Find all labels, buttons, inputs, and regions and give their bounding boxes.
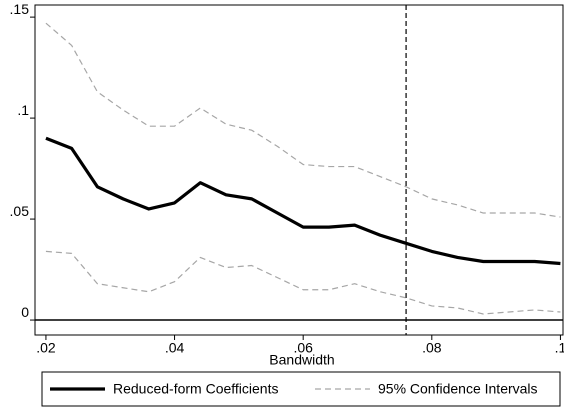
x-tick-label: .04	[165, 340, 185, 356]
x-axis-title: Bandwidth	[269, 352, 334, 368]
legend-label: Reduced-form Coefficients	[113, 381, 278, 397]
series-line	[45, 22, 561, 218]
y-tick-label: .1	[17, 102, 29, 118]
legend-label: 95% Confidence Intervals	[378, 381, 538, 397]
y-tick-label: .15	[10, 1, 30, 17]
series-line	[45, 136, 561, 266]
series-line	[45, 250, 561, 315]
y-tick-label: .05	[10, 203, 30, 219]
x-tick-label: .06	[293, 340, 313, 356]
x-tick-label: .1	[555, 340, 564, 356]
y-tick-label: 0	[21, 304, 29, 320]
legend-box	[41, 371, 561, 407]
x-tick-label: .02	[36, 340, 56, 356]
plot-frame	[34, 4, 564, 336]
x-tick-label: .08	[422, 340, 442, 356]
